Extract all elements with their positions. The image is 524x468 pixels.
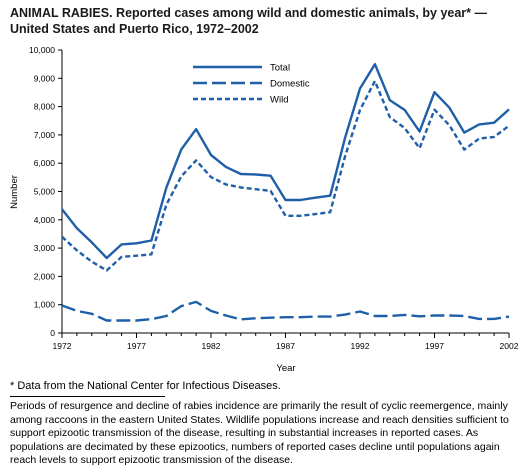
- x-tick-label: 1977: [127, 341, 146, 351]
- x-tick-label: 2002: [500, 341, 519, 351]
- series-line-wild: [61, 79, 510, 272]
- x-tick-label: 1982: [202, 341, 221, 351]
- y-tick-label: 5,000: [34, 187, 56, 197]
- chart-title: ANIMAL RABIES. Reported cases among wild…: [10, 5, 515, 37]
- x-axis-ticks: 1972 1977 1982 1987 1992 1997 2002: [53, 333, 519, 351]
- description-text: Periods of resurgence and decline of rab…: [10, 400, 509, 466]
- chart-title-rest: Reported cases among wild and domestic a…: [10, 6, 488, 36]
- y-tick-label: 3,000: [34, 243, 56, 253]
- y-tick-label: 6,000: [34, 158, 56, 168]
- series-line-total: [61, 63, 510, 260]
- x-tick-label: 1992: [351, 341, 370, 351]
- y-tick-label: 4,000: [34, 215, 56, 225]
- x-axis-label: Year: [276, 363, 295, 374]
- y-tick-label: 8,000: [34, 102, 56, 112]
- y-tick-label: 2,000: [34, 271, 56, 281]
- x-tick-label: 1987: [276, 341, 295, 351]
- chart-axes: [61, 50, 509, 334]
- divider: [10, 396, 165, 397]
- series-line-domestic: [61, 300, 510, 322]
- line-chart: 0 1,000 2,000 3,000 4,000 5,000 6,000 7,000 8,00…: [9, 45, 519, 374]
- y-tick-label: 1,000: [34, 300, 56, 310]
- legend-label-wild: Wild: [270, 95, 288, 106]
- y-tick-label: 0: [50, 328, 55, 338]
- y-tick-label: 7,000: [34, 130, 56, 140]
- legend-label-total: Total: [270, 63, 290, 74]
- y-tick-label: 9,000: [34, 73, 56, 83]
- x-tick-label: 1997: [425, 341, 444, 351]
- chart-title-lead: ANIMAL RABIES.: [10, 6, 113, 20]
- footnote: * Data from the National Center for Infe…: [10, 380, 281, 392]
- series-lines: [61, 63, 510, 322]
- x-tick-label: 1972: [53, 341, 72, 351]
- chart-legend: Total Domestic Wild: [193, 63, 310, 106]
- legend-label-domestic: Domestic: [270, 79, 310, 90]
- y-axis-ticks: 0 1,000 2,000 3,000 4,000 5,000 6,000 7,000 8,00…: [29, 45, 62, 338]
- y-tick-label: 10,000: [29, 45, 55, 55]
- y-axis-label: Number: [9, 175, 20, 209]
